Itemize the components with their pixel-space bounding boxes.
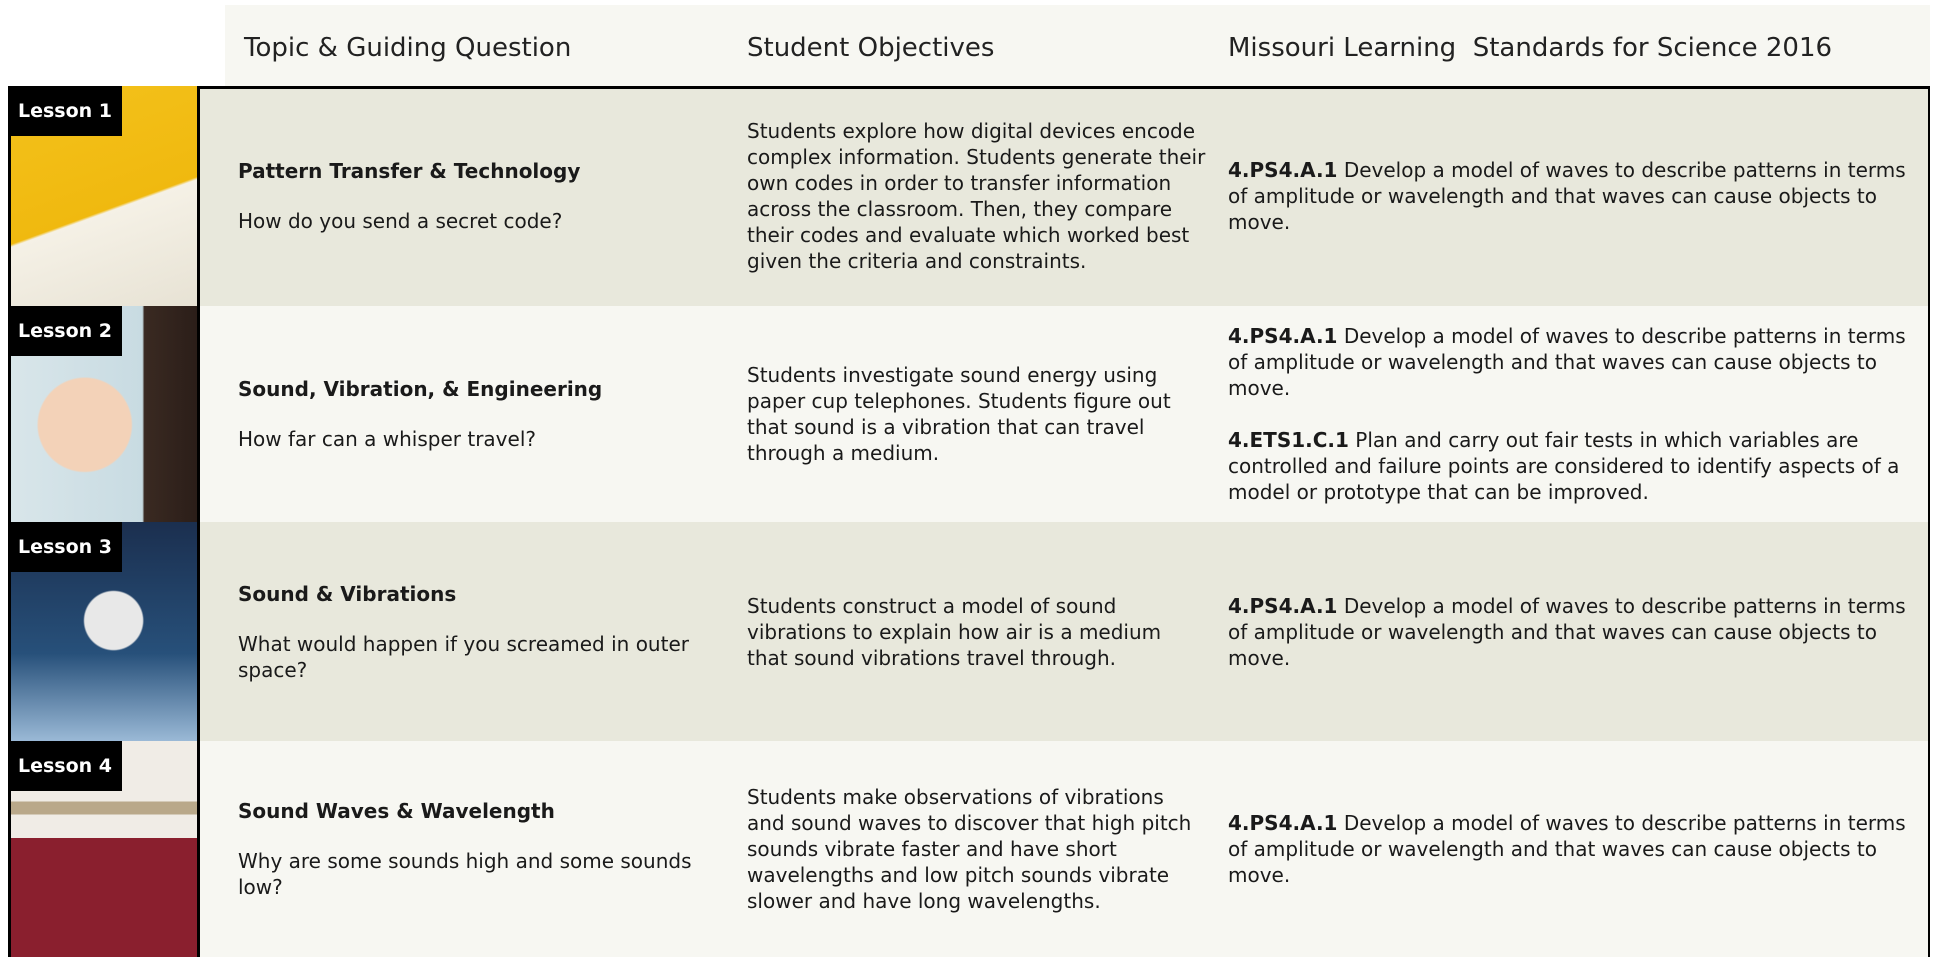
lesson-row: Lesson 4 Sound Waves & Wavelength Why are … xyxy=(8,741,1930,957)
objectives-text: Students make observations of vibrations… xyxy=(747,785,1192,913)
objectives-text: Students investigate sound energy using … xyxy=(747,363,1171,465)
guiding-question: How far can a whisper travel? xyxy=(238,427,536,451)
guiding-question: What would happen if you screamed in out… xyxy=(238,631,689,682)
standard-text: Plan and carry out fair tests in which v… xyxy=(1228,428,1900,504)
standards-cell: 4.PS4.A.1 Develop a model of waves to de… xyxy=(1228,522,1918,741)
lesson-label: Lesson 4 xyxy=(8,741,123,791)
lesson-table: Lesson 1 Pattern Transfer & Technology How… xyxy=(8,86,1930,957)
header: Topic & Guiding Question Student Objecti… xyxy=(225,5,1930,86)
objectives-cell: Students investigate sound energy using … xyxy=(747,306,1207,522)
guiding-question: How do you send a secret code? xyxy=(238,209,563,233)
standard: 4.PS4.A.1 Develop a model of waves to de… xyxy=(1228,593,1918,671)
objectives-cell: Students make observations of vibrations… xyxy=(747,741,1207,957)
topic-cell: Sound & Vibrations What would happen if y… xyxy=(238,522,708,741)
topic-title: Sound Waves & Wavelength xyxy=(238,799,555,823)
lesson-row: Lesson 3 Sound & Vibrations What would hap… xyxy=(8,522,1930,741)
standard-text: Develop a model of waves to describe pat… xyxy=(1228,158,1906,234)
standard-code: 4.PS4.A.1 xyxy=(1228,811,1338,835)
topic-title: Pattern Transfer & Technology xyxy=(238,159,581,183)
standard-text: Develop a model of waves to describe pat… xyxy=(1228,593,1906,670)
standard-code: 4.PS4.A.1 xyxy=(1228,593,1338,618)
lesson-image: Lesson 3 xyxy=(8,522,200,741)
topic-cell: Sound Waves & Wavelength Why are some sou… xyxy=(238,741,708,957)
objectives-text: Students construct a model of sound vibr… xyxy=(747,593,1162,670)
lesson-image: Lesson 2 xyxy=(8,306,200,522)
objectives-cell: Students construct a model of sound vibr… xyxy=(747,522,1207,741)
lesson-row: Lesson 1 Pattern Transfer & Technology How… xyxy=(8,86,1930,306)
standards-cell: 4.PS4.A.1 Develop a model of waves to de… xyxy=(1228,741,1918,957)
lesson-image: Lesson 4 xyxy=(8,741,200,957)
standard: 4.PS4.A.1 Develop a model of waves to de… xyxy=(1228,810,1918,888)
column-title: Missouri Learning Standards for Science … xyxy=(1228,33,1833,63)
topic-title: Sound & Vibrations xyxy=(238,581,457,606)
standard: 4.ETS1.C.1 Plan and carry out fair tests… xyxy=(1228,427,1918,505)
guiding-question: Why are some sounds high and some sounds… xyxy=(238,849,692,899)
topic-cell: Sound, Vibration, & Engineering How far c… xyxy=(238,306,708,522)
objectives-text: Students explore how digital devices enc… xyxy=(747,119,1206,273)
standard-text: Develop a model of waves to describe pat… xyxy=(1228,811,1906,887)
standards-cell: 4.PS4.A.1 Develop a model of waves to de… xyxy=(1228,86,1918,306)
topic-title: Sound, Vibration, & Engineering xyxy=(238,377,603,401)
standard-code: 4.ETS1.C.1 xyxy=(1228,428,1349,452)
standard: 4.PS4.A.1 Develop a model of waves to de… xyxy=(1228,157,1918,235)
standard-code: 4.PS4.A.1 xyxy=(1228,324,1338,348)
standard-text: Develop a model of waves to describe pat… xyxy=(1228,324,1906,400)
topic-cell: Pattern Transfer & Technology How do you … xyxy=(238,86,708,306)
lesson-label: Lesson 2 xyxy=(8,306,123,356)
lesson-label: Lesson 1 xyxy=(8,86,123,136)
objectives-cell: Students explore how digital devices enc… xyxy=(747,86,1207,306)
column-title: Student Objectives xyxy=(747,33,995,63)
standard-code: 4.PS4.A.1 xyxy=(1228,158,1338,182)
column-title: Topic & Guiding Question xyxy=(244,33,572,63)
lesson-row: Lesson 2 Sound, Vibration, & Engineering H… xyxy=(8,306,1930,522)
standard: 4.PS4.A.1 Develop a model of waves to de… xyxy=(1228,323,1918,401)
standards-cell: 4.PS4.A.1 Develop a model of waves to de… xyxy=(1228,306,1918,522)
lesson-label: Lesson 3 xyxy=(8,522,123,572)
lesson-image: Lesson 1 xyxy=(8,86,200,306)
